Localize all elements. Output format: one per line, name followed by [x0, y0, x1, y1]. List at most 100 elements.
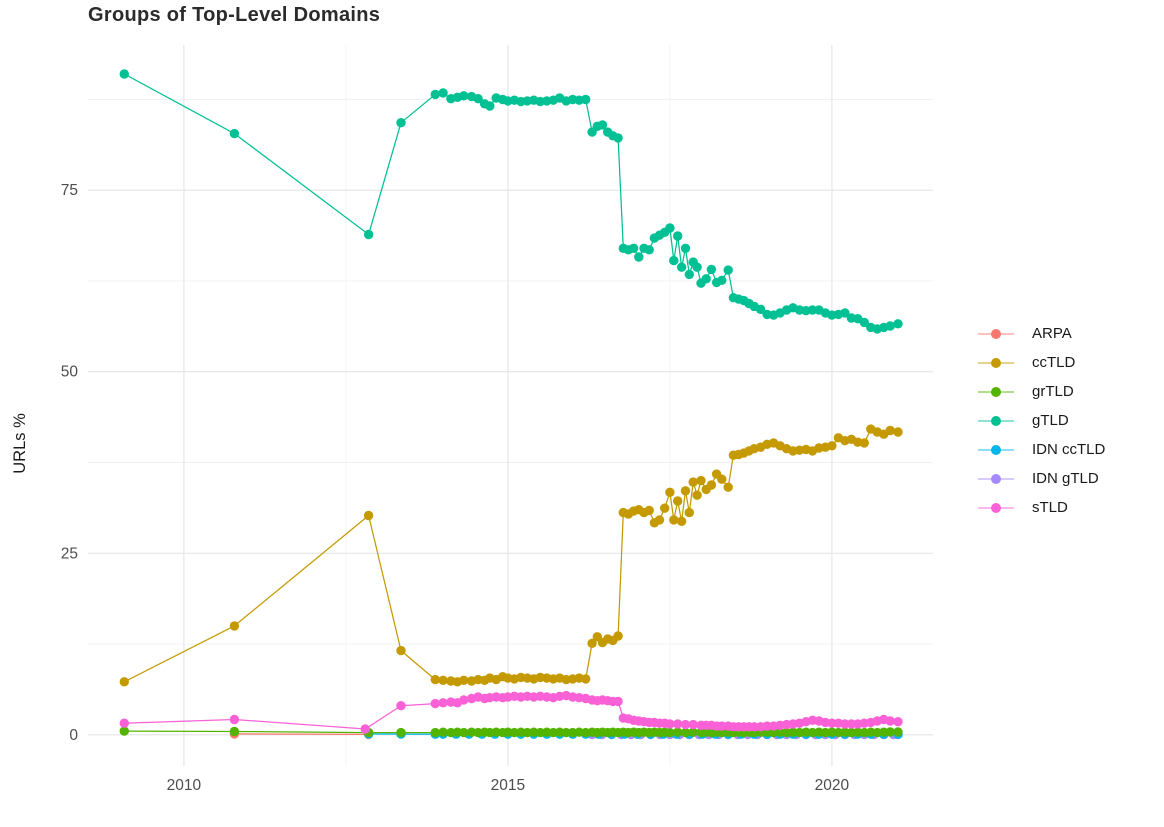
- legend-item-label: IDN gTLD: [1032, 470, 1099, 487]
- data-point-grtld: [396, 727, 406, 738]
- legend-item-label: ARPA: [1032, 325, 1072, 342]
- data-point-grtld: [229, 726, 240, 737]
- data-point-gtld: [692, 262, 702, 272]
- data-point-gtld: [755, 304, 766, 314]
- data-point-gtld: [885, 321, 895, 331]
- data-point-gtld: [438, 88, 448, 98]
- data-point-stld: [665, 719, 675, 729]
- data-point-gtld: [706, 264, 717, 275]
- data-point-grtld: [688, 727, 698, 737]
- data-point-stld: [119, 718, 129, 728]
- legend-marker-icon: [978, 415, 1014, 427]
- legend-item-label: gTLD: [1032, 412, 1069, 429]
- data-point-gtld: [119, 69, 129, 79]
- data-point-gtld: [644, 245, 654, 255]
- data-point-cctld: [673, 496, 683, 506]
- legend-item-label: ccTLD: [1032, 354, 1076, 371]
- y-tick-label: 0: [69, 727, 78, 744]
- legend-item-cctld: ccTLD: [978, 348, 1105, 377]
- data-point-grtld: [680, 727, 691, 738]
- data-point-stld: [762, 721, 772, 731]
- data-point-stld: [893, 717, 903, 727]
- y-tick-label: 50: [61, 364, 79, 381]
- data-point-grtld: [673, 727, 683, 737]
- legend-marker-icon: [978, 473, 1014, 485]
- legend-item-stld: sTLD: [978, 493, 1105, 522]
- data-point-stld: [680, 719, 691, 730]
- data-point-gtld: [717, 275, 727, 285]
- data-point-cctld: [680, 486, 691, 496]
- data-point-grtld: [430, 727, 440, 738]
- data-point-cctld: [665, 487, 675, 497]
- data-point-cctld: [688, 477, 698, 487]
- data-point-cctld: [723, 482, 733, 492]
- data-point-stld: [438, 698, 448, 708]
- legend-item-label: IDN ccTLD: [1032, 441, 1106, 458]
- data-point-cctld: [885, 425, 895, 436]
- legend-marker-icon: [978, 328, 1014, 340]
- data-point-cctld: [459, 675, 469, 685]
- x-tick-label: 2020: [815, 777, 850, 794]
- data-point-grtld: [893, 727, 903, 737]
- data-point-gtld: [459, 91, 469, 101]
- y-axis-title: URLs %: [11, 413, 29, 474]
- data-point-stld: [613, 696, 623, 707]
- data-point-grtld: [561, 727, 571, 738]
- data-point-cctld: [660, 503, 670, 513]
- data-point-stld: [827, 718, 837, 728]
- data-point-grtld: [438, 727, 448, 737]
- page-title: Groups of Top-Level Domains: [88, 4, 381, 26]
- data-point-cctld: [717, 474, 727, 484]
- data-point-gtld: [473, 94, 483, 104]
- legend-item-idn-gtld: IDN gTLD: [978, 464, 1105, 493]
- data-point-gtld: [363, 229, 374, 240]
- data-point-stld: [688, 719, 698, 730]
- data-point-gtld: [628, 243, 639, 253]
- data-point-grtld: [459, 727, 469, 738]
- data-point-cctld: [706, 480, 717, 490]
- data-point-cctld: [119, 677, 129, 687]
- data-point-cctld: [696, 475, 706, 486]
- x-tick-label: 2015: [491, 777, 525, 794]
- data-point-gtld: [430, 89, 440, 100]
- data-point-gtld: [396, 118, 406, 128]
- legend-item-idn-cctld: IDN ccTLD: [978, 435, 1105, 464]
- data-point-gtld: [859, 317, 869, 328]
- legend-marker-icon: [978, 444, 1014, 456]
- data-point-cctld: [587, 638, 597, 648]
- legend-marker-icon: [978, 386, 1014, 398]
- x-tick-label: 2010: [167, 777, 202, 794]
- data-point-cctld: [859, 438, 869, 448]
- data-point-grtld: [885, 727, 895, 737]
- y-tick-label: 75: [61, 182, 78, 199]
- data-point-cctld: [438, 675, 448, 685]
- data-point-cctld: [581, 674, 591, 684]
- data-point-gtld: [669, 255, 679, 266]
- data-point-gtld: [840, 308, 850, 318]
- data-point-gtld: [485, 101, 495, 111]
- legend-item-grtld: grTLD: [978, 377, 1105, 406]
- legend-item-label: grTLD: [1032, 383, 1074, 400]
- series-line-gtld: [124, 73, 899, 330]
- data-point-stld: [229, 714, 240, 725]
- legend-item-arpa: ARPA: [978, 319, 1105, 348]
- data-point-stld: [396, 701, 406, 711]
- data-point-cctld: [396, 645, 406, 656]
- data-point-gtld: [723, 265, 733, 275]
- data-point-stld: [673, 719, 683, 729]
- legend-marker-icon: [978, 357, 1014, 369]
- data-point-cctld: [430, 674, 440, 685]
- legend-marker-icon: [978, 502, 1014, 514]
- data-point-cctld: [363, 510, 374, 521]
- data-point-gtld: [634, 252, 644, 262]
- data-point-gtld: [807, 305, 818, 315]
- data-point-cctld: [644, 505, 654, 516]
- data-point-gtld: [613, 133, 623, 143]
- y-tick-label: 25: [61, 545, 78, 562]
- legend: ARPA ccTLD grTLD gTLD IDN ccTLD IDN gTLD sTLD: [978, 319, 1105, 522]
- data-point-stld: [885, 716, 895, 726]
- legend-item-gtld: gTLD: [978, 406, 1105, 435]
- data-point-gtld: [665, 223, 675, 233]
